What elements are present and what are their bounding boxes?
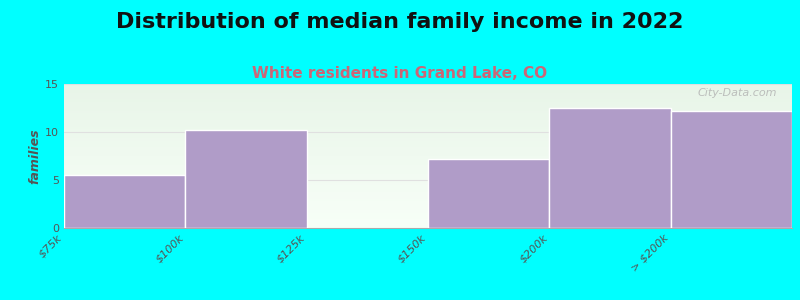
Bar [428,159,550,228]
Text: White residents in Grand Lake, CO: White residents in Grand Lake, CO [253,66,547,81]
Bar [550,108,670,228]
Text: City-Data.com: City-Data.com [698,88,778,98]
Bar [670,111,792,228]
Text: Distribution of median family income in 2022: Distribution of median family income in … [116,12,684,32]
Bar [186,130,306,228]
Bar [64,175,186,228]
Y-axis label: families: families [28,128,41,184]
